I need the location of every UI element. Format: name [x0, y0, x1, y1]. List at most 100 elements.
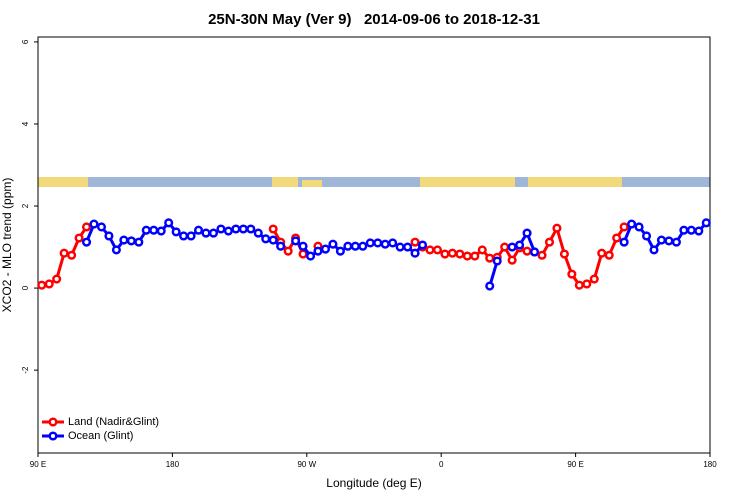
point	[268, 235, 278, 245]
point	[619, 222, 629, 232]
y-axis-label: XCO2 - MLO trend (ppm)	[0, 178, 14, 313]
point	[96, 222, 107, 232]
point	[238, 224, 248, 234]
x-tick-label: 90 E	[30, 460, 46, 469]
point	[515, 240, 525, 250]
point	[223, 226, 233, 236]
point	[291, 236, 301, 246]
point	[81, 237, 92, 247]
point	[403, 242, 413, 252]
point	[350, 241, 360, 251]
point	[111, 245, 121, 255]
point	[619, 237, 629, 247]
point	[246, 224, 256, 234]
point	[656, 235, 667, 245]
point	[432, 245, 443, 255]
point	[507, 242, 517, 252]
point	[574, 280, 584, 290]
point	[335, 246, 345, 256]
point	[567, 269, 577, 279]
point	[529, 247, 540, 257]
point	[253, 228, 263, 238]
point	[641, 231, 652, 241]
point	[305, 251, 316, 261]
point	[544, 237, 555, 247]
legend-label: Ocean (Glint)	[68, 430, 133, 442]
point	[417, 240, 428, 250]
point	[216, 224, 226, 234]
point	[343, 241, 353, 251]
point	[500, 242, 510, 252]
point	[283, 246, 293, 256]
point	[44, 279, 54, 289]
point	[276, 241, 286, 251]
point	[507, 255, 517, 265]
point	[67, 250, 77, 260]
point	[604, 250, 614, 260]
point	[485, 253, 495, 263]
point	[208, 228, 219, 238]
point	[380, 239, 390, 249]
y-tick-label: 4	[21, 121, 30, 126]
x-axis-label: Longitude (deg E)	[326, 476, 421, 490]
x-tick-label: 90 E	[567, 460, 583, 469]
point	[74, 233, 84, 243]
point	[440, 249, 450, 259]
chart-title: 25N-30N May (Ver 9) 2014-09-06 to 2018-1…	[208, 11, 540, 28]
point	[447, 248, 457, 258]
point	[701, 218, 711, 228]
point	[395, 242, 405, 252]
point	[477, 245, 487, 255]
point	[134, 237, 144, 247]
point	[388, 238, 398, 248]
point	[373, 238, 383, 248]
point	[89, 219, 99, 229]
point	[201, 228, 211, 238]
x-tick-label: 0	[439, 460, 444, 469]
point	[81, 222, 92, 232]
y-tick-label: 2	[21, 203, 30, 208]
point	[686, 225, 696, 235]
point	[37, 280, 47, 290]
map-strip	[38, 177, 710, 187]
legend-marker	[48, 417, 58, 427]
y-tick-label: 6	[21, 39, 30, 44]
point	[455, 249, 465, 259]
point	[410, 237, 420, 247]
point	[193, 225, 204, 235]
point	[52, 274, 62, 284]
point	[522, 246, 532, 256]
y-tick-label: -2	[21, 366, 30, 374]
point	[104, 231, 114, 241]
point	[492, 256, 502, 266]
point	[59, 248, 69, 258]
point	[268, 224, 278, 234]
point	[470, 251, 480, 261]
point	[694, 226, 704, 236]
point	[485, 281, 495, 291]
point	[627, 219, 637, 229]
point	[186, 231, 196, 241]
x-tick-label: 180	[703, 460, 717, 469]
point	[313, 246, 323, 256]
point	[149, 225, 159, 235]
x-tick-label: 180	[166, 460, 180, 469]
point	[559, 249, 569, 259]
point	[537, 250, 547, 260]
point	[664, 236, 674, 246]
point	[552, 223, 562, 233]
legend-marker	[48, 431, 58, 441]
point	[126, 236, 136, 246]
x-tick-label: 90 W	[297, 460, 316, 469]
y-tick-label: 0	[21, 285, 30, 290]
point	[582, 279, 592, 289]
point	[522, 228, 532, 238]
point	[298, 241, 308, 251]
point	[156, 226, 166, 236]
point	[425, 245, 435, 255]
point	[164, 218, 174, 228]
point	[679, 225, 689, 235]
point	[171, 227, 181, 237]
point	[410, 248, 420, 258]
